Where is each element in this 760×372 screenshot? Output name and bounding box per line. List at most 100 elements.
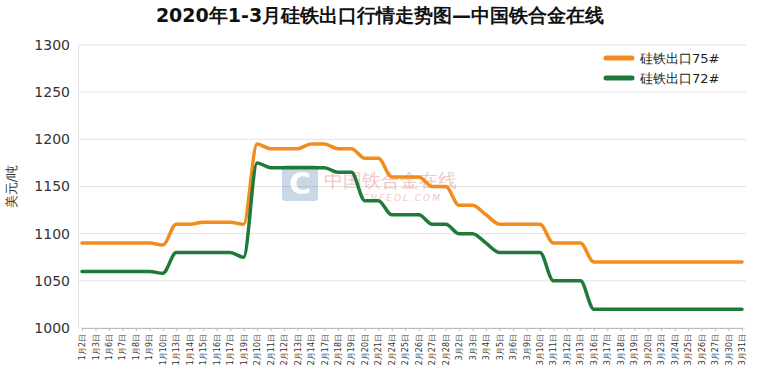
y-axis-line — [78, 46, 79, 329]
x-tick: 3月30日 — [725, 328, 734, 365]
x-tick-label: 3月9日 — [523, 334, 532, 360]
x-tick: 3月25日 — [684, 328, 693, 365]
x-tick: 2月13日 — [294, 328, 303, 365]
x-tick: 2月14日 — [307, 328, 316, 365]
x-tick: 1月9日 — [145, 328, 154, 360]
y-axis: 1000105011001150120012501300 — [34, 37, 78, 336]
x-tick-mark — [580, 328, 581, 331]
x-tick-label: 1月14日 — [186, 334, 195, 365]
grid — [78, 45, 746, 328]
x-tick-label: 2月14日 — [307, 334, 316, 365]
grid-line — [78, 92, 746, 93]
x-tick-label: 2月28日 — [442, 334, 451, 365]
legend-swatch — [606, 56, 632, 61]
x-tick-label: 3月24日 — [671, 334, 680, 365]
x-tick-label: 3月25日 — [684, 334, 693, 365]
x-tick: 1月15日 — [199, 328, 208, 365]
x-tick-mark — [648, 328, 649, 331]
grid-line — [78, 280, 746, 281]
x-tick-mark — [392, 328, 393, 331]
x-tick: 2月25日 — [401, 328, 410, 365]
x-tick: 2月17日 — [321, 328, 330, 365]
x-tick: 3月20日 — [644, 328, 653, 365]
x-tick: 1月17日 — [226, 328, 235, 365]
x-tick-mark — [688, 328, 689, 331]
y-tick: 1150 — [34, 178, 78, 194]
x-tick-mark — [378, 328, 379, 331]
x-tick: 2月19日 — [347, 328, 356, 365]
x-tick-label: 1月3日 — [92, 334, 101, 360]
x-tick-mark — [473, 328, 474, 331]
x-tick-mark — [553, 328, 554, 331]
x-tick-mark — [661, 328, 662, 331]
x-tick: 1月14日 — [186, 328, 195, 365]
series-line — [82, 163, 742, 309]
x-tick-mark — [526, 328, 527, 331]
x-tick-mark — [621, 328, 622, 331]
y-tick: 1050 — [34, 273, 78, 289]
x-tick-mark — [217, 328, 218, 331]
legend-swatch — [606, 76, 632, 81]
x-tick-mark — [203, 328, 204, 331]
x-tick: 1月7日 — [118, 328, 127, 360]
x-tick-label: 3月18日 — [617, 334, 626, 365]
x-tick-mark — [271, 328, 272, 331]
x-tick-mark — [702, 328, 703, 331]
x-tick: 1月6日 — [105, 328, 114, 360]
x-tick-mark — [715, 328, 716, 331]
x-tick-label: 2月17日 — [321, 334, 330, 365]
x-tick: 1月8日 — [132, 328, 141, 360]
x-tick-mark — [675, 328, 676, 331]
x-tick-mark — [95, 328, 96, 331]
x-tick-label: 1月17日 — [226, 334, 235, 365]
x-tick-mark — [190, 328, 191, 331]
x-tick: 1月3日 — [92, 328, 101, 360]
y-tick-label: 1200 — [34, 131, 70, 147]
x-tick-label: 1月6日 — [105, 334, 114, 360]
x-tick-mark — [419, 328, 420, 331]
x-tick-label: 3月10日 — [536, 334, 545, 365]
x-tick: 2月18日 — [334, 328, 343, 365]
x-tick: 3月12日 — [563, 328, 572, 365]
x-tick: 2月11日 — [267, 328, 276, 365]
x-tick-label: 1月2日 — [78, 334, 87, 360]
x-tick: 1月16日 — [213, 328, 222, 365]
x-tick-label: 3月6日 — [509, 334, 518, 360]
x-tick: 3月5日 — [496, 328, 505, 360]
x-tick-label: 2月24日 — [388, 334, 397, 365]
x-tick-mark — [459, 328, 460, 331]
x-tick-mark — [594, 328, 595, 331]
x-tick-label: 3月16日 — [590, 334, 599, 365]
x-tick-label: 3月19日 — [630, 334, 639, 365]
x-tick-mark — [567, 328, 568, 331]
title: 2020年1-3月硅铁出口行情走势图—中国铁合金在线 — [156, 4, 604, 26]
legend-label: 硅铁出口72# — [639, 71, 719, 86]
x-tick-label: 3月17日 — [603, 334, 612, 365]
x-tick-label: 1月16日 — [213, 334, 222, 365]
x-tick-mark — [109, 328, 110, 331]
x-tick: 3月11日 — [549, 328, 558, 365]
x-tick-label: 3月23日 — [657, 334, 666, 365]
x-tick: 2月12日 — [280, 328, 289, 365]
x-tick-mark — [298, 328, 299, 331]
x-tick-label: 3月31日 — [738, 334, 747, 365]
x-tick: 2月21日 — [374, 328, 383, 365]
x-tick-label: 2月12日 — [280, 334, 289, 365]
x-axis-line — [83, 329, 743, 332]
y-tick: 1250 — [34, 84, 78, 100]
x-tick-label: 3月26日 — [698, 334, 707, 365]
y-tick: 1100 — [34, 226, 78, 242]
x-tick: 3月4日 — [482, 328, 491, 360]
x-tick-label: 2月19日 — [347, 334, 356, 365]
x-tick-mark — [607, 328, 608, 331]
x-tick-mark — [284, 328, 285, 331]
x-tick-mark — [513, 328, 514, 331]
x-tick: 3月13日 — [576, 328, 585, 365]
x-tick: 1月13日 — [172, 328, 181, 365]
grid-line — [78, 139, 746, 140]
x-tick-label: 2月27日 — [428, 334, 437, 365]
x-tick-label: 3月30日 — [725, 334, 734, 365]
x-tick-mark — [338, 328, 339, 331]
x-tick-label: 2月13日 — [294, 334, 303, 365]
x-tick-mark — [230, 328, 231, 331]
